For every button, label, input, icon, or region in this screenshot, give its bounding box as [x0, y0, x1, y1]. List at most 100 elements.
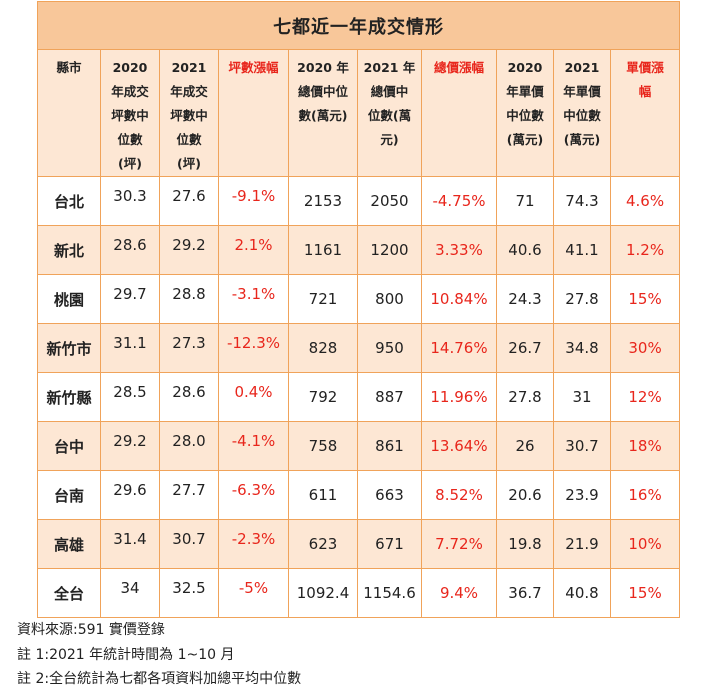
- unit-change-cell: 10%: [609, 519, 681, 569]
- header-line: 2021: [171, 60, 207, 75]
- total-change-cell: 7.72%: [421, 519, 497, 569]
- header-line: 位數(萬: [367, 108, 412, 123]
- header-unit-change: 單價漲幅: [609, 49, 681, 177]
- unit-change-cell: 4.6%: [609, 176, 681, 226]
- unit2020-cell: 27.8: [496, 372, 554, 422]
- total2020-cell: 792: [288, 372, 358, 422]
- total2020-cell: 721: [288, 274, 358, 324]
- city-cell: 台中: [37, 421, 101, 471]
- unit-change-cell: 18%: [609, 421, 681, 471]
- table-row: 台中 29.2 28.0 -4.1% 758 861 13.64% 26 30.7 18%: [37, 421, 681, 471]
- header-area-2021: 2021 年成交 坪數中 位數 (坪): [159, 49, 219, 177]
- city-cell: 新北: [37, 225, 101, 275]
- total-change-cell: 8.52%: [421, 470, 497, 520]
- total-change-cell: 3.33%: [421, 225, 497, 275]
- header-line: (坪): [118, 156, 142, 171]
- header-line: (萬元): [563, 132, 601, 147]
- header-line: 位數: [117, 132, 143, 147]
- unit2020-cell: 19.8: [496, 519, 554, 569]
- header-line: 總價中位: [297, 84, 348, 99]
- unit2020-cell: 26: [496, 421, 554, 471]
- total-change-cell: 10.84%: [421, 274, 497, 324]
- total2021-cell: 663: [357, 470, 422, 520]
- header-line: 2020: [112, 60, 148, 75]
- header-row: 縣市 2020 年成交 坪數中 位數 (坪) 2021 年成交 坪數中 位數 (坪) 坪數漲幅 2020…: [37, 49, 681, 177]
- unit2021-cell: 74.3: [553, 176, 611, 226]
- area-change-cell: -9.1%: [218, 176, 289, 226]
- footnote-2: 註 2:全台統計為七都各項資料加總平均中位數: [17, 671, 302, 687]
- total2020-cell: 623: [288, 519, 358, 569]
- unit-change-cell: 15%: [609, 274, 681, 324]
- total2021-cell: 861: [357, 421, 422, 471]
- total-change-cell: 14.76%: [421, 323, 497, 373]
- header-line: 中位數: [563, 108, 601, 123]
- header-line: 2021: [564, 60, 600, 75]
- area-change-cell: -3.1%: [218, 274, 289, 324]
- total2020-cell: 828: [288, 323, 358, 373]
- header-line: (萬元): [506, 132, 544, 147]
- total-change-cell: 9.4%: [421, 568, 497, 618]
- area2021-cell: 30.7: [159, 519, 219, 569]
- unit2021-cell: 21.9: [553, 519, 611, 569]
- total2020-cell: 2153: [288, 176, 358, 226]
- header-line: 2020: [507, 60, 543, 75]
- header-line: 坪數中: [170, 108, 208, 123]
- area-change-cell: 2.1%: [218, 225, 289, 275]
- total2020-cell: 1092.4: [288, 568, 358, 618]
- area2021-cell: 28.8: [159, 274, 219, 324]
- unit2021-cell: 41.1: [553, 225, 611, 275]
- city-cell: 全台: [37, 568, 101, 618]
- total2020-cell: 611: [288, 470, 358, 520]
- total2021-cell: 800: [357, 274, 422, 324]
- header-line: 2021 年: [363, 60, 416, 75]
- area2021-cell: 32.5: [159, 568, 219, 618]
- unit-change-cell: 30%: [609, 323, 681, 373]
- unit2021-cell: 27.8: [553, 274, 611, 324]
- footnote-1: 註 1:2021 年統計時間為 1~10 月: [17, 646, 235, 663]
- transaction-table-container: 七都近一年成交情形 縣市 2020 年成交 坪數中 位數 (坪) 2021 年成交 坪數中 位數(…: [36, 1, 681, 618]
- total2021-cell: 1200: [357, 225, 422, 275]
- total2021-cell: 671: [357, 519, 422, 569]
- total2020-cell: 758: [288, 421, 358, 471]
- area-change-cell: -4.1%: [218, 421, 289, 471]
- header-line: 縣市: [56, 60, 82, 75]
- header-line: 元): [380, 132, 399, 147]
- unit2021-cell: 31: [553, 372, 611, 422]
- unit2020-cell: 26.7: [496, 323, 554, 373]
- header-line: 中位數: [506, 108, 544, 123]
- city-cell: 新竹縣: [37, 372, 101, 422]
- area2021-cell: 28.6: [159, 372, 219, 422]
- header-total-2021: 2021 年總價中 位數(萬 元): [357, 49, 422, 177]
- city-cell: 桃園: [37, 274, 101, 324]
- area2020-cell: 29.7: [100, 274, 160, 324]
- table-row: 高雄 31.4 30.7 -2.3% 623 671 7.72% 19.8 21.9 10%: [37, 519, 681, 569]
- table-row: 桃園 29.7 28.8 -3.1% 721 800 10.84% 24.3 27.8 15%: [37, 274, 681, 324]
- total2021-cell: 1154.6: [357, 568, 422, 618]
- unit2020-cell: 71: [496, 176, 554, 226]
- total-change-cell: -4.75%: [421, 176, 497, 226]
- header-line: 總價漲幅: [433, 60, 484, 75]
- unit-change-cell: 16%: [609, 470, 681, 520]
- city-cell: 新竹市: [37, 323, 101, 373]
- header-line: 年單價: [506, 84, 544, 99]
- unit-change-cell: 1.2%: [609, 225, 681, 275]
- total-change-cell: 13.64%: [421, 421, 497, 471]
- header-area-2020: 2020 年成交 坪數中 位數 (坪): [100, 49, 160, 177]
- area2020-cell: 31.4: [100, 519, 160, 569]
- unit2020-cell: 24.3: [496, 274, 554, 324]
- total2021-cell: 887: [357, 372, 422, 422]
- source-note: 資料來源:591 實價登錄: [17, 622, 165, 638]
- table-row: 新竹市 31.1 27.3 -12.3% 828 950 14.76% 26.7 34.8 30%: [37, 323, 681, 373]
- area2021-cell: 29.2: [159, 225, 219, 275]
- city-cell: 高雄: [37, 519, 101, 569]
- area2021-cell: 28.0: [159, 421, 219, 471]
- unit2021-cell: 30.7: [553, 421, 611, 471]
- area2020-cell: 30.3: [100, 176, 160, 226]
- area2020-cell: 29.2: [100, 421, 160, 471]
- area2021-cell: 27.6: [159, 176, 219, 226]
- total-change-cell: 11.96%: [421, 372, 497, 422]
- total2021-cell: 950: [357, 323, 422, 373]
- city-cell: 台南: [37, 470, 101, 520]
- total2021-cell: 2050: [357, 176, 422, 226]
- unit-change-cell: 15%: [609, 568, 681, 618]
